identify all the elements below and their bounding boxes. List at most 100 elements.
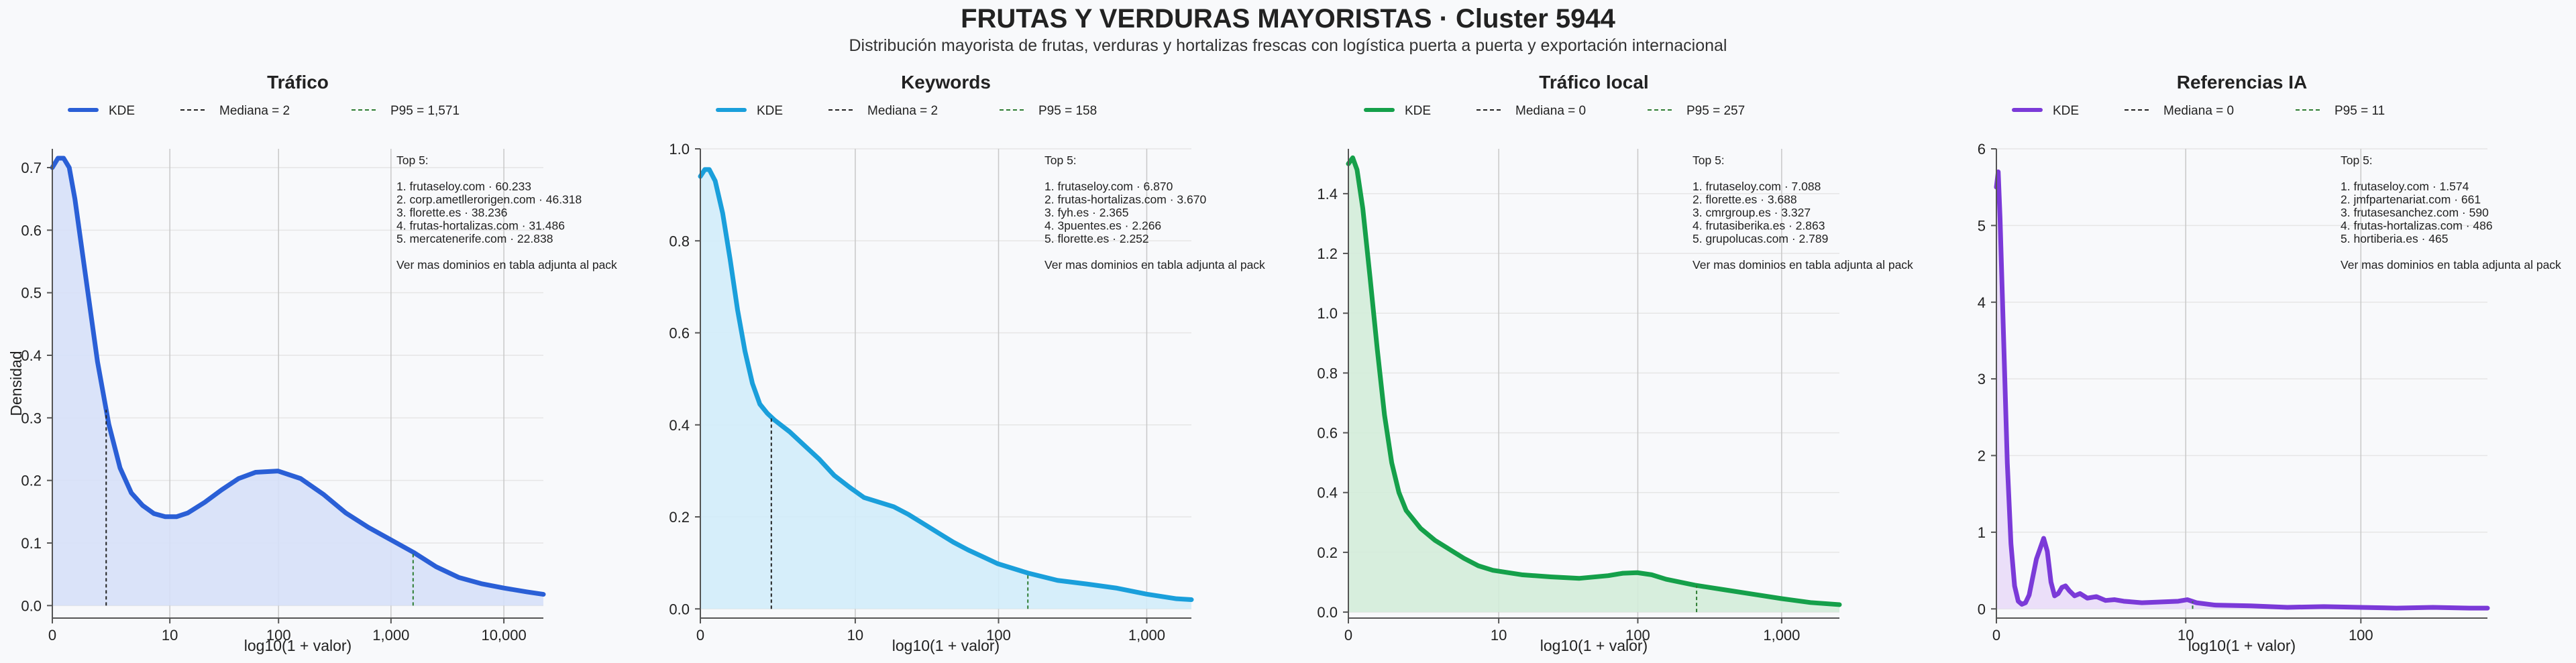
x-axis-label: log10(1 + valor): [1540, 637, 1648, 654]
legend-label: KDE: [1405, 104, 1431, 118]
top5-line: 4. frutasiberika.es · 2.863: [1693, 219, 1825, 233]
chart-panel-4: Referencias IA KDE Mediana = 0 P95 = 11 0 1 2 3…: [1978, 72, 2561, 654]
x-axis-label: log10(1 + valor): [892, 637, 1000, 654]
y-tick-label: 0.5: [21, 285, 42, 302]
y-tick-label: 0.6: [669, 325, 690, 342]
page-title: FRUTAS Y VERDURAS MAYORISTAS · Cluster 5…: [961, 4, 1615, 34]
chart-title: Keywords: [901, 72, 991, 93]
top5-line: Ver mas dominios en tabla adjunta al pac…: [1693, 258, 1913, 272]
y-tick-label: 1.2: [1317, 245, 1338, 262]
chart-title: Tráfico: [267, 72, 329, 93]
x-tick-label: 10: [162, 627, 178, 644]
x-tick-label: 10,000: [481, 627, 526, 644]
y-tick-label: 0.6: [1317, 425, 1338, 442]
y-tick-label: 0.4: [21, 347, 42, 364]
x-tick-label: 100: [2349, 627, 2373, 644]
kde-area: [1348, 158, 1839, 613]
x-tick-label: 100: [986, 627, 1011, 644]
legend-label: Mediana = 2: [219, 104, 290, 118]
y-tick-label: 0.8: [669, 233, 690, 249]
y-tick-label: 2: [1978, 448, 1986, 465]
top5-line: 1. frutaseloy.com · 7.088: [1693, 180, 1821, 193]
top5-line: 4. 3puentes.es · 2.266: [1044, 219, 1161, 233]
top5-line: Top 5:: [2341, 154, 2373, 167]
y-tick-label: 0.2: [669, 509, 690, 526]
top5-line: Ver mas dominios en tabla adjunta al pac…: [1044, 258, 1265, 272]
kde-line: [50, 156, 546, 597]
y-tick-label: 0.4: [1317, 485, 1338, 501]
y-tick-label: 1.0: [669, 141, 690, 158]
x-axis-label: log10(1 + valor): [244, 637, 352, 654]
y-tick-label: 0.2: [1317, 544, 1338, 561]
legend-label: KDE: [109, 104, 135, 118]
top5-line: 4. frutas-hortalizas.com · 31.486: [396, 219, 565, 233]
chart-title: Tráfico local: [1539, 72, 1648, 93]
y-tick-label: 1: [1978, 524, 1986, 541]
top5-line: 1. frutaseloy.com · 6.870: [1044, 180, 1173, 193]
kde-area: [700, 169, 1191, 609]
x-tick-label: 10: [2178, 627, 2194, 644]
legend-label: KDE: [757, 104, 783, 118]
y-tick-label: 1.0: [1317, 305, 1338, 322]
top5-line: Top 5:: [1693, 154, 1725, 167]
chart-panel-3: Tráfico local KDE Mediana = 0 P95 = 257 0.0 0…: [1317, 72, 1913, 654]
y-tick-label: 0.8: [1317, 365, 1338, 381]
x-tick-label: 1,000: [372, 627, 409, 644]
y-tick-label: 0.1: [21, 535, 42, 552]
legend-label: Mediana = 0: [1515, 104, 1586, 118]
x-tick-label: 0: [1344, 627, 1352, 644]
y-tick-label: 0.6: [21, 222, 42, 239]
y-tick-label: 0.4: [669, 417, 690, 434]
legend-label: P95 = 257: [1686, 104, 1745, 118]
page-subtitle: Distribución mayorista de frutas, verdur…: [849, 36, 1727, 55]
y-tick-label: 6: [1978, 141, 1986, 158]
x-axis-label: log10(1 + valor): [2188, 637, 2296, 654]
top5-line: 3. florette.es · 38.236: [396, 206, 507, 219]
x-tick-label: 1,000: [1128, 627, 1165, 644]
y-tick-label: 0.0: [21, 597, 42, 614]
y-tick-label: 0.0: [669, 601, 690, 617]
top5-line: Top 5:: [396, 154, 429, 167]
top5-line: 3. frutasesanchez.com · 590: [2341, 206, 2489, 219]
x-tick-label: 10: [847, 627, 863, 644]
x-tick-label: 100: [1625, 627, 1650, 644]
y-tick-label: 0.7: [21, 160, 42, 176]
y-tick-label: 3: [1978, 371, 1986, 387]
legend-label: Mediana = 0: [2163, 104, 2234, 118]
top5-line: 5. florette.es · 2.252: [1044, 232, 1149, 245]
top5-line: 1. frutaseloy.com · 1.574: [2341, 180, 2469, 193]
y-axis-label: Densidad: [7, 351, 25, 416]
top5-line: 3. cmrgroup.es · 3.327: [1693, 206, 1811, 219]
chart-panel-2: Keywords KDE Mediana = 2 P95 = 158 0.0 0.2 0.4…: [669, 72, 1265, 654]
y-tick-label: 4: [1978, 294, 1986, 311]
y-tick-label: 1.4: [1317, 186, 1338, 202]
top5-line: 5. grupolucas.com · 2.789: [1693, 232, 1828, 245]
kde-area: [1996, 172, 2487, 609]
legend-label: P95 = 158: [1038, 104, 1097, 118]
top5-line: 1. frutaseloy.com · 60.233: [396, 180, 531, 193]
legend-label: P95 = 11: [2334, 104, 2385, 118]
top5-line: 5. hortiberia.es · 465: [2341, 232, 2449, 245]
top5-line: 3. fyh.es · 2.365: [1044, 206, 1129, 219]
kde-line: [698, 167, 1194, 603]
y-tick-label: 0.3: [21, 410, 42, 426]
top5-line: 2. jmfpartenariat.com · 661: [2341, 193, 2481, 206]
legend-label: P95 = 1,571: [390, 104, 460, 118]
x-tick-label: 0: [696, 627, 704, 644]
top5-line: Ver mas dominios en tabla adjunta al pac…: [2341, 258, 2561, 272]
x-tick-label: 0: [1992, 627, 2000, 644]
kde-area: [52, 158, 543, 606]
chart-title: Referencias IA: [2177, 72, 2308, 93]
kde-line: [1346, 155, 1842, 607]
top5-line: Top 5:: [1044, 154, 1077, 167]
x-tick-label: 0: [48, 627, 56, 644]
y-tick-label: 0.2: [21, 473, 42, 489]
top5-line: 2. florette.es · 3.688: [1693, 193, 1797, 206]
y-tick-label: 0: [1978, 601, 1986, 617]
legend-label: KDE: [2053, 104, 2079, 118]
x-tick-label: 10: [1491, 627, 1507, 644]
top5-line: 2. corp.ametllerorigen.com · 46.318: [396, 193, 582, 206]
chart-panel-1: Tráfico KDE Mediana = 2 P95 = 1,571 0.0 0.1 0.…: [21, 72, 617, 654]
x-tick-label: 1,000: [1763, 627, 1800, 644]
